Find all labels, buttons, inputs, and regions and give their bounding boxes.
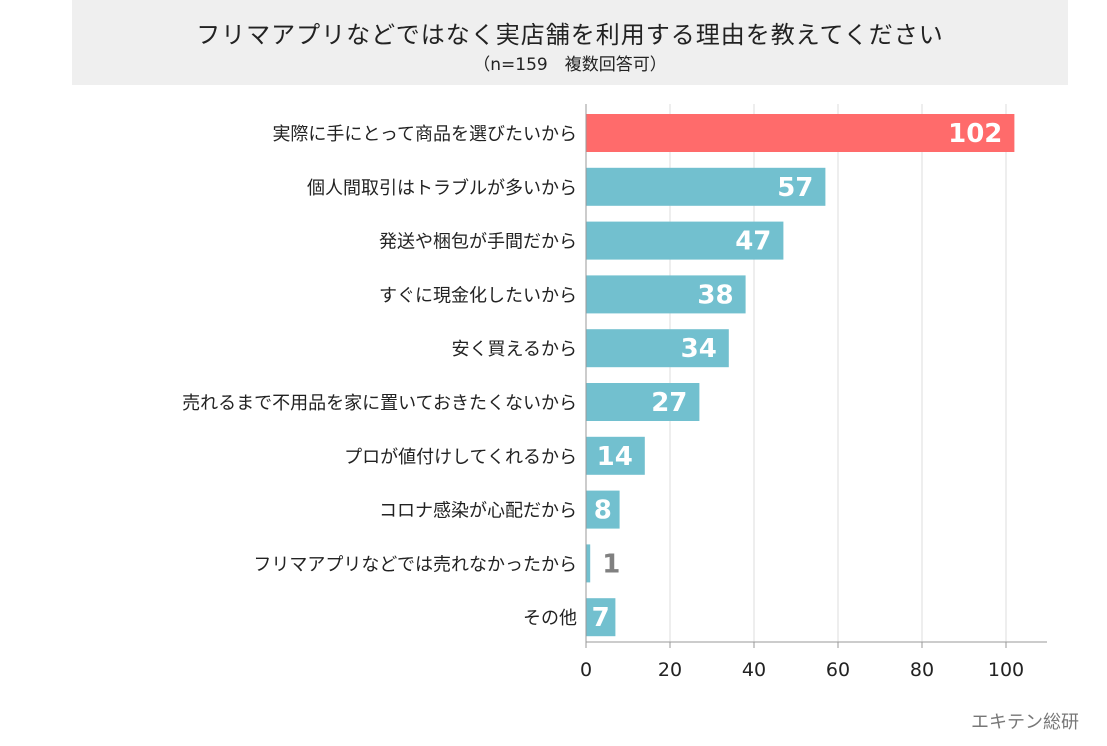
category-label: すぐに現金化したいから: [379, 285, 577, 306]
bar: [586, 275, 746, 314]
category-label: 売れるまで不用品を家に置いておきたくないから: [182, 393, 577, 414]
category-label: コロナ感染が心配だから: [379, 501, 577, 522]
bar: [586, 544, 591, 583]
category-label: フリマアプリなどでは売れなかったから: [253, 554, 577, 575]
data-label: 57: [777, 173, 813, 203]
category-label: 個人間取引はトラブルが多いから: [307, 177, 577, 199]
bar: [586, 221, 784, 260]
category-label: 実際に手にとって商品を選びたいから: [272, 124, 577, 145]
x-tick-label: 60: [826, 659, 850, 681]
x-tick-label: 20: [658, 659, 682, 681]
data-label: 102: [948, 119, 1002, 149]
data-label: 8: [594, 496, 612, 526]
category-label: その他: [523, 608, 577, 629]
bar: [586, 329, 729, 368]
x-tick-label: 40: [742, 659, 766, 681]
x-axis: 0 20 40 60 80 100: [580, 104, 1047, 681]
bar: [586, 114, 1015, 152]
data-label: 38: [697, 280, 733, 310]
data-label: 27: [651, 388, 687, 418]
data-label: 47: [735, 227, 771, 257]
chart-subtitle: （n=159 複数回答可）: [473, 55, 667, 75]
category-label: 安く買えるから: [452, 339, 577, 360]
chart-title: フリマアプリなどではなく実店舗を利用する理由を教えてください: [196, 21, 944, 49]
source-credit: エキテン総研: [971, 712, 1079, 733]
x-tick-label: 100: [988, 659, 1024, 681]
title-banner: フリマアプリなどではなく実店舗を利用する理由を教えてください （n=159 複数…: [72, 0, 1068, 85]
data-label: 14: [597, 442, 633, 472]
bar: [586, 383, 700, 421]
bar: [586, 598, 616, 637]
bars: [586, 114, 1015, 637]
category-label: 発送や梱包が手間だから: [379, 232, 577, 253]
data-label: 1: [602, 549, 620, 579]
data-label: 34: [681, 334, 717, 364]
x-tick-label: 80: [910, 659, 934, 681]
data-label: 7: [592, 603, 610, 633]
category-label: プロが値付けしてくれるから: [344, 447, 577, 468]
category-labels: 実際に手にとって商品を選びたいから個人間取引はトラブルが多いから発送や梱包が手間…: [182, 124, 577, 629]
bar: [586, 167, 826, 206]
bar: [586, 436, 645, 475]
bar: [586, 490, 620, 529]
x-tick-label: 0: [580, 659, 592, 681]
